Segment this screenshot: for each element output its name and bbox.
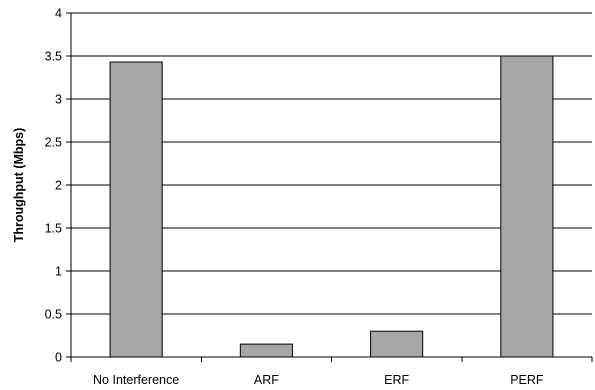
y-tick-label: 0 xyxy=(55,351,62,365)
y-tick-label: 0.5 xyxy=(45,308,62,322)
x-tick-label: ERF xyxy=(384,373,409,387)
x-tick-label: PERF xyxy=(510,373,544,387)
y-tick-label: 2 xyxy=(55,179,62,193)
bar-erf xyxy=(370,330,424,358)
y-tick-labels: 0 0.5 1 1.5 2 2.5 3 3.5 4 xyxy=(45,7,62,365)
x-tick-label: No Interference xyxy=(93,373,179,387)
x-tick-label: ARF xyxy=(254,373,279,387)
axes xyxy=(66,12,593,362)
y-tick-label: 3.5 xyxy=(45,50,62,64)
x-tick-labels: No Interference ARF ERF PERF xyxy=(93,373,544,387)
y-tick-label: 1.5 xyxy=(45,222,62,236)
bars xyxy=(109,55,554,358)
bar-no-interference xyxy=(109,61,163,358)
bar-perf xyxy=(500,55,554,358)
y-tick-label: 4 xyxy=(55,7,62,21)
y-tick-label: 3 xyxy=(55,93,62,107)
bar-arf xyxy=(239,343,293,358)
y-tick-label: 2.5 xyxy=(45,136,62,150)
y-axis-title: Throughput (Mbps) xyxy=(12,128,26,243)
y-tick-label: 1 xyxy=(55,265,62,279)
